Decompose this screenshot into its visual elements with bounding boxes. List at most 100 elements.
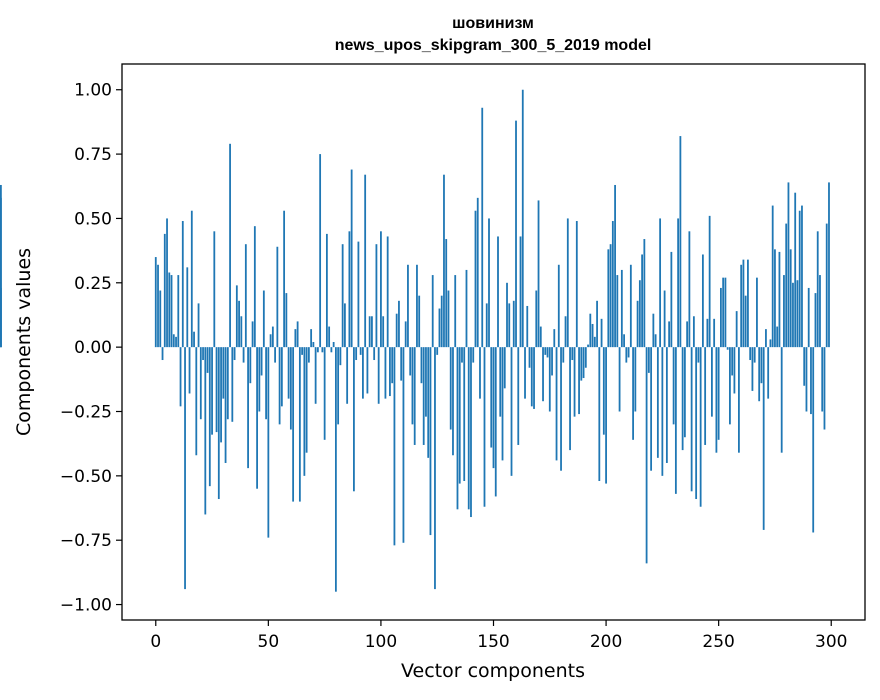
bar <box>479 347 481 399</box>
bar <box>357 241 360 348</box>
bar <box>765 329 767 348</box>
bar <box>623 334 625 348</box>
bar <box>485 303 488 348</box>
bar <box>751 347 754 391</box>
bar <box>548 347 551 412</box>
x-tick-label: 150 <box>477 632 509 652</box>
bar <box>620 269 623 348</box>
bar <box>602 347 605 435</box>
y-tick-label: 0.25 <box>74 274 112 294</box>
bar <box>553 329 556 348</box>
bar <box>778 251 781 348</box>
bar <box>481 107 484 348</box>
bar <box>490 347 493 448</box>
bar <box>301 347 304 355</box>
bar <box>395 313 398 348</box>
bar <box>253 226 256 348</box>
bar <box>638 280 641 348</box>
bar <box>506 282 508 348</box>
bar <box>276 246 279 348</box>
bar <box>587 344 589 348</box>
bar <box>593 336 596 348</box>
x-tick-label: 300 <box>815 632 847 652</box>
bar <box>580 347 583 381</box>
bar <box>247 347 249 469</box>
bar <box>256 347 258 489</box>
bar <box>420 347 423 384</box>
bar <box>551 347 553 376</box>
bar <box>0 197 2 348</box>
bar <box>350 169 353 348</box>
bar <box>251 321 254 348</box>
bar <box>413 347 416 445</box>
bar <box>240 316 243 348</box>
bar <box>688 231 691 348</box>
bar <box>404 321 407 348</box>
bar <box>780 347 783 453</box>
bar <box>310 329 313 348</box>
bar <box>161 347 164 361</box>
bar <box>546 347 549 358</box>
bar <box>168 272 171 348</box>
bar <box>659 218 662 348</box>
y-axis: 1.00 0.75 0.50 0.25 0.00 −0.25 −0.50 −0.75 −1.00 <box>60 81 122 616</box>
bar <box>539 326 542 348</box>
bar <box>325 233 328 348</box>
bar <box>321 347 324 353</box>
bar <box>377 347 380 404</box>
bar <box>197 303 200 348</box>
bar <box>582 347 585 379</box>
bar <box>632 347 634 440</box>
bar <box>801 205 803 348</box>
bar <box>672 347 675 425</box>
bar <box>382 316 385 348</box>
bar <box>798 210 801 348</box>
bar <box>474 210 477 348</box>
bar <box>825 223 828 348</box>
bar <box>346 347 349 404</box>
bar <box>641 254 643 348</box>
bar <box>704 347 707 445</box>
bar <box>278 347 281 425</box>
bar <box>814 293 817 348</box>
bar <box>503 347 506 389</box>
bar <box>722 277 725 348</box>
bar <box>749 347 752 361</box>
bar <box>443 174 445 348</box>
bar <box>492 347 495 469</box>
bar <box>701 254 704 348</box>
bar <box>170 275 173 348</box>
bar <box>215 347 218 433</box>
bar <box>636 300 639 348</box>
bar <box>697 347 700 363</box>
bar <box>422 347 425 445</box>
bar <box>217 347 220 500</box>
bar <box>458 347 461 484</box>
bar <box>434 347 436 590</box>
bar <box>596 300 598 348</box>
bar <box>465 269 468 348</box>
bar <box>803 347 806 386</box>
bar <box>427 347 430 458</box>
bar <box>627 347 630 358</box>
bar <box>220 347 222 443</box>
bar <box>695 347 698 500</box>
bar <box>706 318 709 348</box>
bar <box>524 347 526 399</box>
bar <box>562 347 565 363</box>
x-tick-label: 100 <box>365 632 397 652</box>
bar <box>726 347 729 350</box>
bar <box>287 347 290 399</box>
bar <box>747 259 749 348</box>
bar <box>674 347 677 494</box>
y-tick-label: −1.00 <box>60 596 112 616</box>
bar <box>774 249 776 348</box>
bar <box>510 347 513 476</box>
bar <box>738 347 740 453</box>
bar <box>643 239 646 348</box>
bar <box>573 347 576 417</box>
bar <box>330 347 333 353</box>
bar <box>368 316 371 348</box>
